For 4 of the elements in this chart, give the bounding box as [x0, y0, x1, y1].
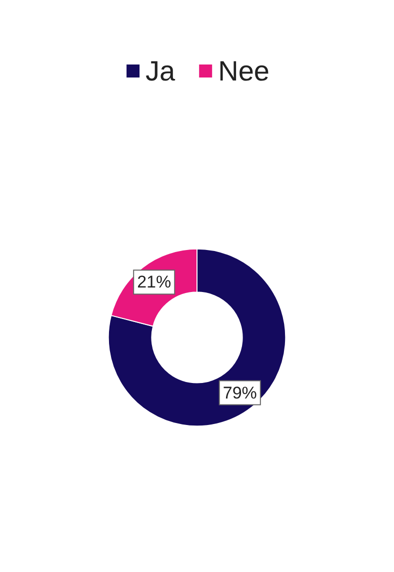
legend-label: Nee	[218, 56, 270, 86]
data-label: 79%	[222, 383, 257, 402]
legend-label: Ja	[146, 56, 176, 86]
data-label: 21%	[137, 272, 172, 292]
